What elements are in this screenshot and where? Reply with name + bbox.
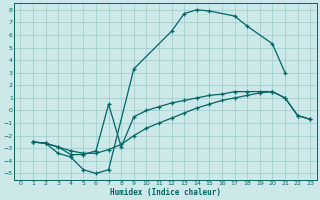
X-axis label: Humidex (Indice chaleur): Humidex (Indice chaleur): [110, 188, 221, 197]
